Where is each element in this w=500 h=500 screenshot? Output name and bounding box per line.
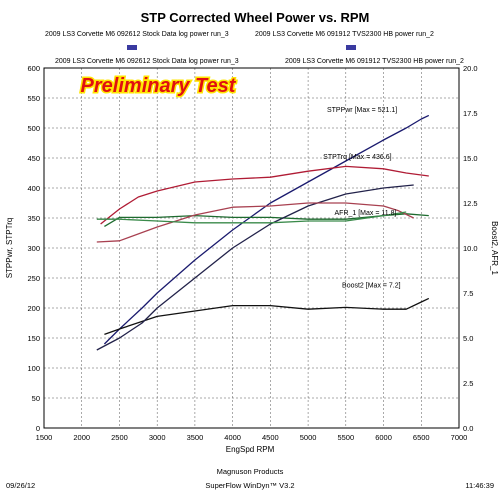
x-tick-label: 2000 xyxy=(73,433,90,442)
x-axis-label: EngSpd RPM xyxy=(226,445,275,454)
legend-tvs-sublabel: 2009 LS3 Corvette M6 091912 TVS2300 HB p… xyxy=(285,58,464,65)
x-axis-ticks: 1500 2000 2500 3000 3500 4000 4500 5000 5500 6000… xyxy=(36,433,468,442)
y-left-tick-label: 250 xyxy=(27,274,40,283)
y-left-tick-label: 150 xyxy=(27,334,40,343)
y-left-tick-label: 400 xyxy=(27,184,40,193)
x-tick-label: 3500 xyxy=(187,433,204,442)
x-tick-label: 4000 xyxy=(224,433,241,442)
series-line-boost2 xyxy=(104,297,430,336)
grid xyxy=(43,67,460,429)
series-line-stptrq xyxy=(100,165,429,225)
y-right-tick-label: 7.5 xyxy=(463,289,473,298)
chart-title: STP Corrected Wheel Power vs. RPM xyxy=(141,10,370,25)
y-right-tick-label: 12.5 xyxy=(463,199,478,208)
annotation-label: AFR_1 [Max = 11.8] xyxy=(335,210,397,217)
y-right-tick-label: 5.0 xyxy=(463,334,473,343)
annotation-label: STPPwr [Max = 521.1] xyxy=(327,107,397,114)
annotation-label: Boost2 [Max = 7.2] xyxy=(342,283,401,290)
footer-time: 11:46:39 xyxy=(465,481,494,490)
series-line-stppwr xyxy=(103,114,430,345)
y-right-axis-label: Boost2, AFR_1 xyxy=(490,221,499,275)
y-right-tick-label: 17.5 xyxy=(463,109,478,118)
y-left-tick-label: 50 xyxy=(32,394,40,403)
y-left-tick-label: 550 xyxy=(27,94,40,103)
legend-stock-label: 2009 LS3 Corvette M6 092612 Stock Data l… xyxy=(45,31,229,38)
x-tick-label: 4500 xyxy=(262,433,279,442)
annotations-group: STPPwr [Max = 521.1] STPTrq [Max = 436.6]… xyxy=(323,107,400,290)
y-left-tick-label: 500 xyxy=(27,124,40,133)
legend-swatch-stock xyxy=(127,45,137,50)
y-left-tick-label: 350 xyxy=(27,214,40,223)
x-tick-label: 7000 xyxy=(451,433,468,442)
y-right-tick-label: 15.0 xyxy=(463,154,478,163)
x-tick-label: 2500 xyxy=(111,433,128,442)
series-group xyxy=(96,114,430,351)
series-line-afr-1-run-3 xyxy=(96,211,407,224)
x-tick-label: 6500 xyxy=(413,433,430,442)
y-left-tick-label: 450 xyxy=(27,154,40,163)
series-line-stppwr-run-3 xyxy=(96,184,414,351)
legend-stock-sublabel: 2009 LS3 Corvette M6 092612 Stock Data l… xyxy=(55,58,239,65)
y-left-axis-label: STPPwr, STPTrq xyxy=(5,218,14,279)
x-tick-label: 5500 xyxy=(337,433,354,442)
y-left-tick-label: 100 xyxy=(27,364,40,373)
series-line-stptrq-run-3 xyxy=(96,202,414,243)
legend-swatch-tvs xyxy=(346,45,356,50)
footer-software: SuperFlow WinDyn™ V3.2 xyxy=(205,481,294,490)
x-tick-label: 5000 xyxy=(300,433,317,442)
x-tick-label: 1500 xyxy=(36,433,53,442)
footer-date: 09/26/12 xyxy=(6,481,35,490)
y-left-tick-label: 600 xyxy=(27,64,40,73)
x-tick-label: 6000 xyxy=(375,433,392,442)
y-left-tick-label: 0 xyxy=(36,424,40,433)
plot-frame xyxy=(43,67,460,429)
y-right-axis-ticks: 0.0 2.5 5.0 7.5 10.0 12.5 15.0 17.5 20.0 xyxy=(463,64,478,433)
y-left-tick-label: 200 xyxy=(27,304,40,313)
y-left-tick-label: 300 xyxy=(27,244,40,253)
y-left-axis-ticks: 0 50 100 150 200 250 300 350 400 450 500 550 600 xyxy=(27,64,40,433)
y-right-tick-label: 20.0 xyxy=(463,64,478,73)
legend-tvs-label: 2009 LS3 Corvette M6 091912 TVS2300 HB p… xyxy=(255,31,434,38)
preliminary-banner: Preliminary Test xyxy=(81,75,237,97)
y-right-tick-label: 10.0 xyxy=(463,244,478,253)
y-right-tick-label: 2.5 xyxy=(463,379,473,388)
x-tick-label: 3000 xyxy=(149,433,166,442)
annotation-label: STPTrq [Max = 436.6] xyxy=(323,154,391,161)
footer-company: Magnuson Products xyxy=(217,467,284,476)
y-right-tick-label: 0.0 xyxy=(463,424,473,433)
